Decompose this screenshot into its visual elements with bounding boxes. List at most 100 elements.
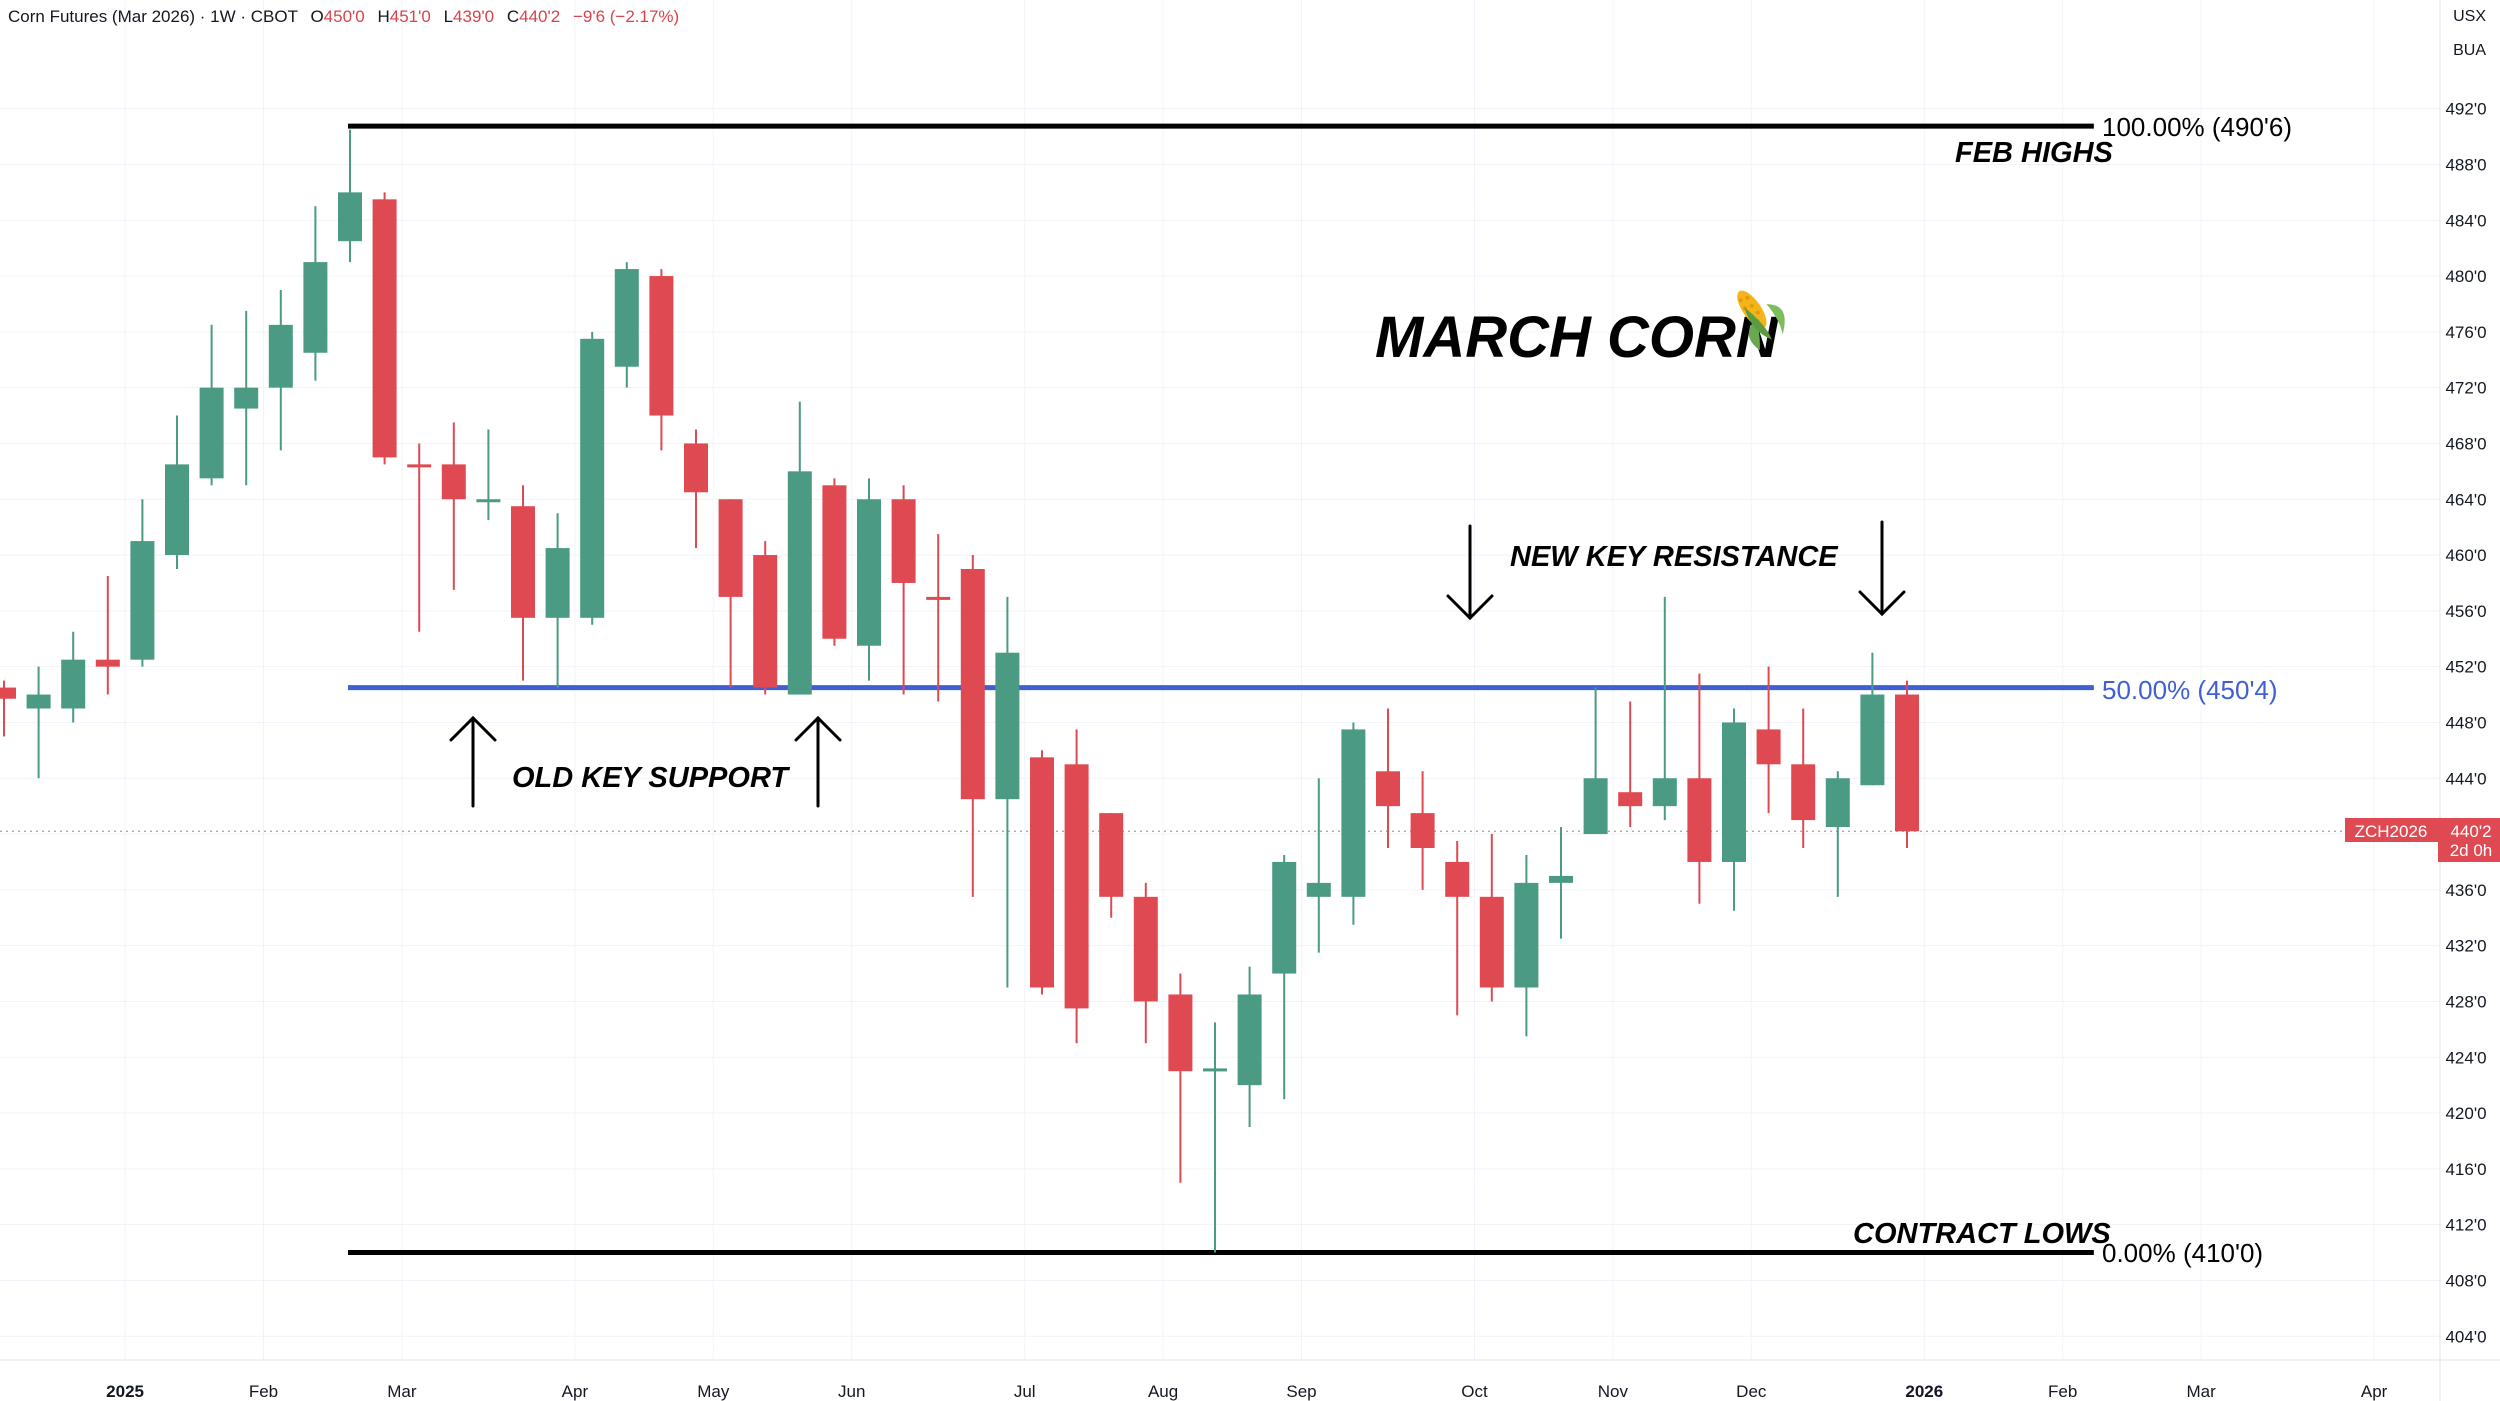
candle bbox=[891, 485, 916, 695]
candle-body bbox=[1133, 896, 1158, 1002]
x-tick-label: Mar bbox=[387, 1382, 417, 1401]
candle-body bbox=[649, 276, 674, 416]
candle bbox=[476, 429, 501, 521]
candle-body bbox=[268, 324, 293, 388]
candle bbox=[1099, 813, 1124, 918]
candle bbox=[1583, 687, 1608, 835]
y-tick-label: 468'0 bbox=[2445, 434, 2486, 453]
candle-body bbox=[891, 499, 916, 583]
close-label: C bbox=[506, 7, 520, 26]
candle bbox=[1549, 827, 1573, 939]
candle-body bbox=[1479, 896, 1504, 988]
candle-body bbox=[684, 443, 708, 493]
y-tick-label: 448'0 bbox=[2445, 713, 2486, 732]
candle bbox=[1272, 854, 1297, 1100]
y-tick-label: 480'0 bbox=[2445, 267, 2486, 286]
candle bbox=[960, 555, 985, 897]
candle bbox=[268, 290, 293, 451]
quantity-unit[interactable]: BUA bbox=[2453, 42, 2486, 59]
last-price-tag: 440'2 2d 0h bbox=[2438, 818, 2500, 862]
up-arrow-icon bbox=[794, 715, 842, 808]
y-tick-label: 424'0 bbox=[2445, 1048, 2486, 1067]
low-value: 439'0 bbox=[453, 7, 495, 26]
candle-body bbox=[165, 464, 189, 556]
candle bbox=[372, 192, 397, 465]
candle bbox=[718, 499, 743, 688]
candle bbox=[1687, 673, 1712, 904]
x-tick-label: Sep bbox=[1286, 1382, 1316, 1401]
candle bbox=[1791, 708, 1816, 848]
candle-body bbox=[718, 499, 743, 597]
y-tick-label: 464'0 bbox=[2445, 490, 2486, 509]
candle bbox=[580, 331, 605, 625]
candle bbox=[1618, 701, 1643, 828]
candlestick-series bbox=[0, 129, 1919, 1253]
candle bbox=[95, 575, 120, 695]
candle-body bbox=[407, 464, 432, 468]
candle bbox=[614, 262, 639, 388]
candle bbox=[61, 631, 86, 723]
x-tick-label: 2025 bbox=[106, 1382, 144, 1401]
candle bbox=[1652, 596, 1677, 821]
candle-body bbox=[926, 596, 951, 600]
currency-unit[interactable]: USX bbox=[2453, 8, 2486, 25]
candle bbox=[165, 415, 189, 569]
candle-body bbox=[130, 541, 155, 660]
y-tick-label: 420'0 bbox=[2445, 1104, 2486, 1123]
candle bbox=[234, 310, 259, 486]
high-label: H bbox=[377, 7, 390, 26]
y-tick-label: 416'0 bbox=[2445, 1160, 2486, 1179]
svg-text:2d 0h: 2d 0h bbox=[2450, 841, 2493, 860]
candle-body bbox=[1895, 694, 1919, 832]
y-tick-label: 412'0 bbox=[2445, 1216, 2486, 1235]
candle-body bbox=[1410, 813, 1435, 848]
candle bbox=[753, 541, 778, 695]
candle bbox=[1825, 771, 1850, 897]
candle bbox=[130, 499, 155, 667]
candle-body bbox=[0, 687, 16, 699]
candle bbox=[1133, 882, 1158, 1044]
x-tick-label: Jun bbox=[838, 1382, 865, 1401]
y-tick-label: 456'0 bbox=[2445, 602, 2486, 621]
candle-body bbox=[1549, 875, 1573, 883]
x-tick-label: May bbox=[697, 1382, 730, 1401]
svg-text:440'2: 440'2 bbox=[2450, 822, 2491, 841]
candle bbox=[1376, 708, 1400, 848]
candle bbox=[684, 429, 708, 549]
arrow-head bbox=[1446, 594, 1494, 621]
arrow-head bbox=[794, 715, 842, 742]
y-tick-label: 432'0 bbox=[2445, 937, 2486, 956]
candle bbox=[1168, 973, 1193, 1183]
candle-body bbox=[1583, 778, 1608, 835]
candle-body bbox=[1756, 729, 1781, 765]
candle bbox=[1237, 966, 1262, 1127]
candle bbox=[1514, 854, 1539, 1037]
open-value: 450'0 bbox=[323, 7, 365, 26]
candle-body bbox=[1514, 882, 1539, 988]
price-axis[interactable]: 404'0 408'0 412'0 416'0 420'0 424'0 428'0 432'0… bbox=[2445, 100, 2486, 1347]
x-tick-label: Jul bbox=[1014, 1382, 1036, 1401]
ticker-tag: ZCH2026 bbox=[2345, 818, 2438, 842]
x-tick-label: Apr bbox=[562, 1382, 589, 1401]
candle-body bbox=[1030, 757, 1054, 988]
down-arrow-icon bbox=[1446, 524, 1494, 621]
candle-body bbox=[26, 694, 51, 709]
candle-body bbox=[753, 555, 778, 688]
annotation-arrows bbox=[449, 520, 1906, 808]
fibonacci-retracement[interactable] bbox=[348, 123, 2094, 1256]
candle-body bbox=[1825, 778, 1850, 828]
candle bbox=[1756, 666, 1781, 814]
candle bbox=[649, 269, 674, 451]
candle bbox=[1203, 1022, 1227, 1253]
high-value: 451'0 bbox=[389, 7, 431, 26]
change-value: −9'6 (−2.17%) bbox=[572, 7, 680, 26]
candle bbox=[545, 513, 570, 688]
x-tick-label: Feb bbox=[2048, 1382, 2077, 1401]
y-tick-label: 408'0 bbox=[2445, 1271, 2486, 1290]
candle bbox=[1722, 708, 1746, 911]
y-tick-label: 404'0 bbox=[2445, 1327, 2486, 1346]
time-axis[interactable]: 2025 Feb Mar Apr May Jun Jul Aug Sep Oct Nov Dec 202… bbox=[106, 1382, 2387, 1401]
candle bbox=[1306, 778, 1331, 953]
